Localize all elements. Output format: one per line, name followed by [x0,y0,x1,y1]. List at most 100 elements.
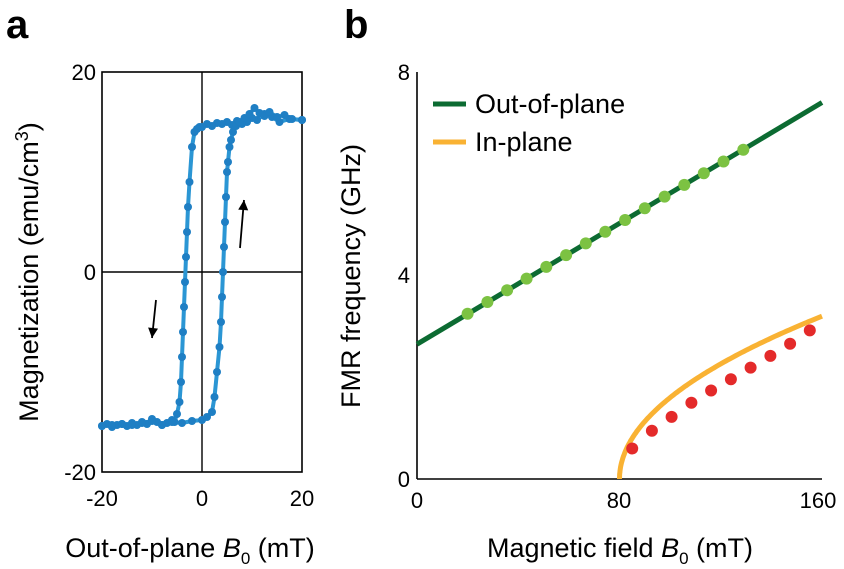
loop-ascending-point [148,417,156,425]
loop-descending-point [185,178,194,186]
data-point-in-plane [803,324,816,337]
data-point-in-plane [784,337,797,350]
legend-label-in-plane: In-plane [475,127,573,157]
panel-b-ylabel: FMR frequency (GHz) [336,144,366,408]
panel-a-ytick-mid: 0 [84,260,96,285]
loop-descending-point [177,378,185,386]
loop-ascending-point [138,419,146,427]
panel-b: b 8 4 0 0 80 160 FMR frequency (GHz) Mag… [336,3,836,568]
data-point-in-plane [626,442,639,455]
loop-ascending-point [224,158,232,166]
loop-descending-point [175,398,184,406]
loop-ascending-point [223,168,231,176]
panel-a-ytick-top: 20 [72,60,96,85]
loop-ascending-point [273,113,281,121]
loop-ascending-point [98,422,106,430]
data-point-out-of-plane [658,190,671,203]
data-point-in-plane [764,349,777,362]
loop-descending-point [179,328,187,336]
loop-ascending-point [218,293,226,301]
data-point-out-of-plane [540,260,553,273]
data-point-out-of-plane [481,296,494,308]
data-point-out-of-plane [579,237,592,250]
loop-ascending-point [188,417,196,425]
data-point-out-of-plane [717,155,730,168]
legend-label-out-of-plane: Out-of-plane [475,89,625,119]
loop-ascending-point [227,136,235,144]
panel-a-ylabel: Magnetization (emu/cm3) [12,122,44,422]
panel-a-plot-area [98,104,306,431]
loop-ascending-point [221,218,229,226]
loop-ascending-point [288,115,296,123]
data-point-in-plane [665,410,678,423]
loop-descending-point [178,353,186,361]
loop-descending-point [183,228,191,236]
data-point-in-plane [724,373,737,386]
data-point-out-of-plane [520,272,533,285]
loop-ascending-point [118,420,126,428]
data-point-in-plane [705,384,718,397]
loop-ascending-point [168,418,176,426]
data-point-out-of-plane [599,225,612,238]
panel-a: a 20 0 -20 -20 0 20 Magnetization (emu/c… [6,3,315,568]
loop-ascending-point [210,393,219,401]
data-point-out-of-plane [560,249,573,262]
sweep-arrow-up-head [238,200,249,211]
loop-ascending-point [215,343,224,351]
loop-ascending-point [225,143,234,151]
panel-a-xlabel: Out-of-plane B0 (mT) [65,533,315,568]
loop-ascending-point [265,108,274,116]
loop-ascending-point [220,243,228,251]
panel-b-xtick-left: 0 [411,488,423,513]
data-point-out-of-plane [501,284,514,297]
panel-a-xtick-left: -20 [86,486,118,511]
data-point-out-of-plane [737,143,750,156]
loop-ascending-point [219,268,227,276]
loop-ascending-point [208,408,216,416]
panel-a-ytick-bottom: -20 [64,460,96,485]
data-point-in-plane [645,424,658,437]
panel-b-xtick-right: 160 [800,488,837,513]
panel-b-plot-area [415,100,824,479]
sweep-arrow-down-head [148,327,158,338]
panel-b-ytick-bottom: 0 [398,467,410,492]
panel-b-letter: b [344,3,368,47]
loop-descending-point [180,303,188,311]
loop-ascending-point [250,104,259,112]
loop-ascending-point [217,318,225,326]
loop-ascending-point [229,128,237,136]
data-point-out-of-plane [638,202,651,215]
data-point-out-of-plane [461,307,474,320]
panel-a-xtick-right: 20 [290,486,314,511]
loop-ascending-point [158,421,166,429]
data-point-in-plane [685,396,698,409]
panel-b-ytick-top: 8 [398,60,410,85]
loop-ascending-point [280,111,289,119]
data-point-in-plane [744,361,757,374]
loop-descending-point [173,410,181,418]
loop-ascending-point [128,421,136,429]
loop-ascending-point [298,116,306,124]
loop-ascending-point [222,193,230,201]
loop-ascending-point [203,413,211,421]
data-point-out-of-plane [619,214,632,226]
panel-b-xlabel: Magnetic field B0 (mT) [487,533,753,568]
panel-b-legend: Out-of-plane In-plane [433,89,625,157]
loop-descending-point [190,128,199,136]
panel-b-xtick-mid: 80 [607,488,631,513]
loop-descending-point [182,253,190,261]
loop-ascending-point [245,110,254,118]
panel-a-xtick-mid: 0 [196,486,208,511]
loop-descending-point [181,278,189,286]
loop-descending-point [184,203,192,211]
data-point-out-of-plane [678,178,691,191]
fit-line-in-plane [617,313,823,479]
data-point-out-of-plane [697,167,710,180]
panel-a-letter: a [6,3,29,47]
loop-ascending-point [108,421,116,429]
loop-ascending-point [178,419,186,427]
loop-ascending-point [213,368,221,376]
panel-b-ytick-mid: 4 [398,263,410,288]
loop-descending-point [188,143,196,151]
